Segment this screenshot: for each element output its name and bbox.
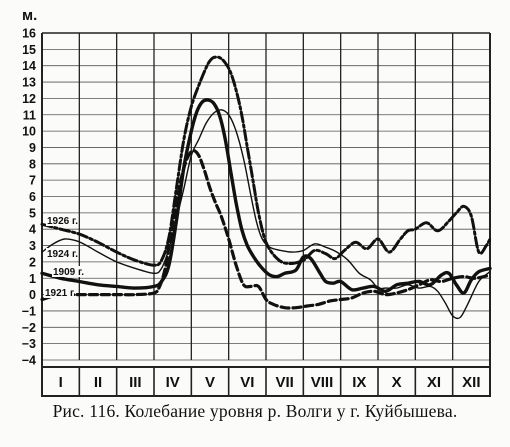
y-tick-label: 13 (22, 76, 36, 90)
month-label: IV (166, 374, 180, 391)
series-label-bg-1924 (46, 248, 76, 259)
month-label: IX (352, 374, 366, 391)
month-label: III (129, 374, 142, 391)
y-tick-label: 3 (29, 239, 36, 253)
y-tick-label: −1 (22, 304, 36, 318)
y-tick-label: 7 (29, 174, 36, 188)
month-label: VIII (311, 374, 334, 391)
series-label-1924: 1924 г. (47, 249, 78, 260)
y-axis-label: м. (22, 7, 37, 24)
y-tick-label: −3 (22, 337, 36, 351)
grid (41, 32, 491, 396)
y-tick-label: 12 (22, 92, 36, 106)
y-tick-label: 2 (29, 255, 36, 269)
y-tick-label: 1 (29, 272, 36, 286)
series-label-bg-1921 (44, 287, 74, 298)
y-tick-label: 9 (29, 141, 36, 155)
y-tick-label: −2 (22, 321, 36, 335)
series-labels: 1926 г. 1924 г. 1909 г. 1921 г. (44, 215, 84, 299)
month-label: XII (462, 374, 480, 391)
series-label-bg-1926 (46, 215, 76, 226)
series-group (40, 55, 492, 320)
figure-caption: Рис. 116. Колебание уровня р. Волги у г.… (52, 401, 458, 421)
y-tick-label: 8 (29, 157, 36, 171)
y-tick-label: 6 (29, 190, 36, 204)
y-tick-label: 14 (22, 59, 36, 73)
month-axis: I II III IV V VI VII VIII IX X XI XII (41, 366, 491, 397)
series-label-1926: 1926 г. (47, 216, 78, 227)
y-tick-label: −4 (22, 354, 36, 368)
series-label-1909: 1909 г. (53, 267, 84, 278)
series-line-1924 (41, 109, 491, 320)
series-line-1921 (40, 149, 492, 310)
series-label-1921: 1921 г. (45, 288, 76, 299)
month-label: VII (275, 374, 293, 391)
y-tick-label: 15 (22, 43, 36, 57)
month-label: I (59, 374, 63, 391)
month-label: V (205, 374, 215, 391)
month-label: II (94, 374, 102, 391)
y-tick-label: 10 (22, 125, 36, 139)
y-tick-label: 4 (29, 223, 36, 237)
month-label: VI (240, 374, 254, 391)
y-tick-label: 0 (29, 288, 36, 302)
series-line-1909 (40, 98, 492, 295)
y-tick-label: 11 (23, 108, 36, 122)
series-line-1926 (40, 55, 492, 267)
series-label-bg-1909 (52, 266, 82, 277)
month-label: XI (427, 374, 441, 391)
y-tick-label: 16 (22, 27, 36, 41)
month-label: X (392, 374, 402, 391)
y-tick-label: 5 (29, 206, 36, 220)
